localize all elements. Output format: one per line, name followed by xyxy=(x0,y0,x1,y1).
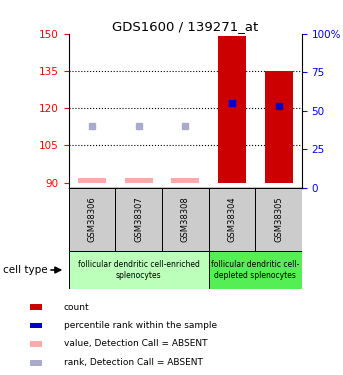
Text: GSM38305: GSM38305 xyxy=(274,196,283,242)
Text: GSM38308: GSM38308 xyxy=(181,196,190,242)
Bar xyxy=(209,251,302,289)
Bar xyxy=(255,188,302,251)
Bar xyxy=(115,188,162,251)
Text: GSM38304: GSM38304 xyxy=(227,196,236,242)
Bar xyxy=(30,304,42,310)
Bar xyxy=(78,178,106,183)
Bar xyxy=(264,71,293,183)
Text: GSM38307: GSM38307 xyxy=(134,196,143,242)
Bar xyxy=(125,178,153,183)
Bar xyxy=(30,341,42,346)
Text: follicular dendritic cell-enriched
splenocytes: follicular dendritic cell-enriched splen… xyxy=(78,260,200,280)
Title: GDS1600 / 139271_at: GDS1600 / 139271_at xyxy=(112,20,258,33)
Bar xyxy=(30,360,42,366)
Text: count: count xyxy=(64,303,90,312)
Bar xyxy=(162,188,209,251)
Bar xyxy=(171,178,199,183)
Text: rank, Detection Call = ABSENT: rank, Detection Call = ABSENT xyxy=(64,358,203,367)
Bar xyxy=(218,36,246,183)
Bar xyxy=(30,322,42,328)
Bar xyxy=(69,251,209,289)
Bar xyxy=(69,188,115,251)
Bar xyxy=(209,188,255,251)
Text: follicular dendritic cell-
depleted splenocytes: follicular dendritic cell- depleted sple… xyxy=(211,260,299,280)
Text: percentile rank within the sample: percentile rank within the sample xyxy=(64,321,217,330)
Text: cell type: cell type xyxy=(3,265,48,275)
Text: GSM38306: GSM38306 xyxy=(87,196,96,242)
Text: value, Detection Call = ABSENT: value, Detection Call = ABSENT xyxy=(64,339,208,348)
